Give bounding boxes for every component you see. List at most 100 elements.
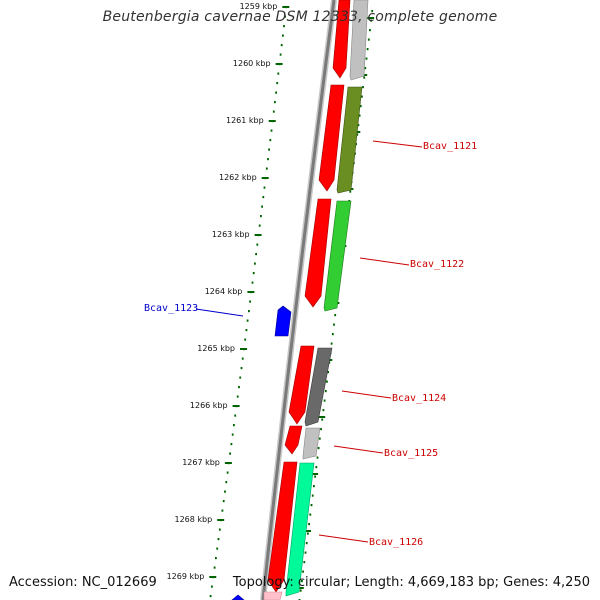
outer-dot (334, 314, 337, 317)
outer-dot (327, 371, 329, 374)
outer-dot (308, 523, 310, 526)
outer-dot (331, 333, 334, 336)
scale-dot (275, 91, 277, 94)
gene-block-bcav-1126[interactable] (285, 462, 315, 597)
scale-dot (269, 139, 272, 142)
scale-dot (268, 148, 270, 151)
scale-tick-label: 1268 kbp (174, 515, 212, 524)
outer-dot (311, 494, 314, 497)
scale-dot (215, 557, 217, 560)
leader-lines (195, 140, 423, 543)
outer-dot (357, 124, 360, 127)
gene-block-bcav-1123[interactable] (274, 305, 292, 337)
outer-dot (326, 380, 328, 383)
scale-dot (274, 101, 276, 104)
scale-dot (254, 262, 256, 265)
gene-label-bcav-1126[interactable]: Bcav_1126 (369, 537, 423, 548)
cds-arrow-5[interactable] (284, 425, 303, 455)
gene-block-top[interactable] (349, 0, 369, 81)
scale-dot (249, 300, 251, 303)
gene-block-bottom[interactable] (263, 591, 283, 600)
scale-dot (282, 34, 284, 37)
outer-dot (313, 485, 315, 488)
outer-dot (364, 67, 367, 70)
gene-label-bcav-1125[interactable]: Bcav_1125 (384, 448, 438, 459)
outer-dot (362, 86, 364, 89)
outer-dot (359, 105, 362, 108)
outer-dot (309, 513, 312, 516)
cds-arrow-1[interactable] (332, 0, 351, 79)
scale-dot (245, 329, 248, 332)
outer-dot (323, 399, 326, 402)
scale-dot (248, 310, 250, 313)
scale-dot (229, 452, 231, 455)
scale-dot (226, 471, 229, 474)
outer-dot (315, 466, 318, 469)
scale-dot (260, 215, 262, 218)
scale-dot (211, 585, 213, 588)
gene-label-bcav-1122[interactable]: Bcav_1122 (410, 259, 464, 270)
gene-block-bcav-1121[interactable] (336, 86, 363, 194)
cds-track (267, 0, 351, 593)
outer-dot (349, 190, 352, 193)
scale-dot (221, 509, 224, 512)
scale-dot (251, 281, 254, 284)
gene-track (263, 0, 369, 600)
topology-text: Topology: circular; Length: 4,669,183 bp… (232, 575, 590, 590)
scale-dot (283, 25, 285, 28)
scale-tick-label: 1259 kbp (240, 2, 278, 11)
outer-dot (365, 57, 368, 60)
scale-dot (272, 110, 275, 113)
outer-dot (307, 532, 309, 535)
gene-label-bcav-1124[interactable]: Bcav_1124 (392, 393, 446, 404)
scale-dot (252, 272, 255, 275)
scale-dot (240, 367, 243, 370)
cds-arrow-3[interactable] (304, 198, 332, 308)
minus-track (231, 305, 292, 600)
scale-dot (244, 338, 247, 341)
outer-dot (301, 580, 303, 583)
outer-dot (363, 76, 366, 79)
scale-dot (284, 15, 286, 18)
scale-dot (222, 500, 225, 503)
scale-dot (218, 528, 221, 531)
cds-arrow-6[interactable] (267, 461, 298, 593)
gene-block-bcav-1125[interactable] (302, 427, 321, 460)
gene-labels: Bcav_1121 Bcav_1122 Bcav_1123 Bcav_1124 … (144, 141, 477, 548)
scale-dot (209, 595, 212, 598)
gene-block-minus-bottom[interactable] (231, 594, 245, 600)
scale-dot (277, 72, 280, 75)
cds-arrow-4[interactable] (288, 345, 315, 425)
scale-tick-label: 1264 kbp (205, 287, 243, 296)
outer-dot (361, 95, 363, 98)
outer-dot (303, 561, 306, 564)
scale-dot (246, 319, 249, 322)
scale-dot (231, 433, 234, 436)
gene-block-bcav-1122[interactable] (323, 200, 352, 312)
scale-dot (265, 167, 268, 170)
gene-label-bcav-1123[interactable]: Bcav_1123 (144, 303, 198, 314)
genome-title: Beutenbergia cavernae DSM 12333, complet… (102, 9, 498, 25)
scale-dot (224, 490, 226, 493)
outer-dot (367, 38, 370, 41)
outer-dot (302, 570, 304, 573)
outer-dot (369, 29, 371, 32)
scale-dot (213, 566, 216, 569)
scale-dot (241, 357, 244, 360)
cds-arrow-2[interactable] (318, 84, 345, 192)
scale-dot (258, 224, 261, 227)
scale-dot (238, 386, 240, 389)
outer-dot (304, 551, 307, 554)
gene-block-bcav-1124[interactable] (304, 347, 333, 427)
genome-backbone (260, 0, 337, 600)
outer-dot (305, 542, 308, 545)
scale-tick-label: 1261 kbp (226, 116, 264, 125)
scale-dot (230, 443, 233, 446)
gene-label-bcav-1121[interactable]: Bcav_1121 (423, 141, 477, 152)
outer-dot (321, 418, 324, 421)
accession-text: Accession: NC_012669 (9, 575, 157, 590)
scale-tick-label: 1267 kbp (182, 458, 220, 467)
scale-dot (263, 186, 266, 189)
scale-dot (216, 547, 219, 550)
